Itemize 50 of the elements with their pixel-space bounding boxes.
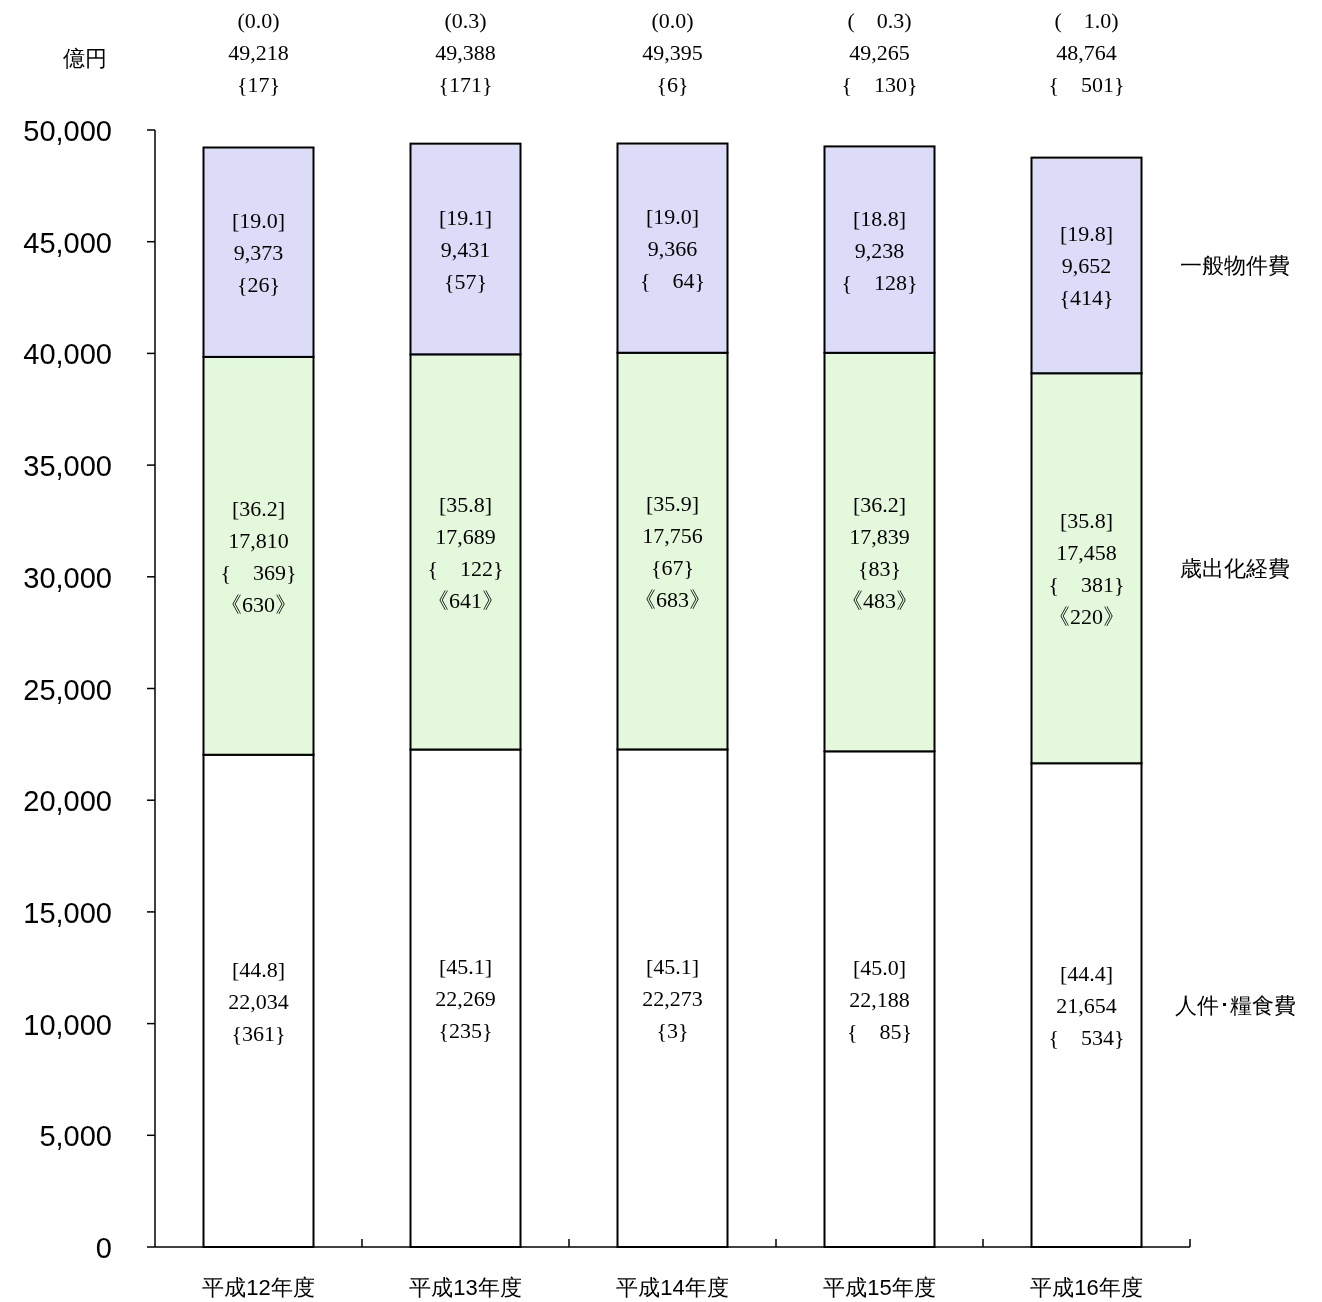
x-tick-label: 平成14年度 [616, 1275, 729, 1300]
x-tick-label: 平成15年度 [823, 1275, 936, 1300]
bar [823, 145, 936, 354]
y-tick-label: 0 [95, 1232, 112, 1264]
total-label: ( 1.0) 48,764 { 501} [1048, 8, 1125, 97]
x-tick-label: 平成16年度 [1030, 1275, 1143, 1300]
bar [616, 351, 729, 751]
y-tick-label: 35,000 [23, 450, 112, 483]
data-label: [45.0] 22,188 { 85} [846, 955, 913, 1045]
series-label: 歳出化経費 [1180, 556, 1290, 582]
y-tick-label: 40,000 [23, 338, 112, 371]
bar [202, 355, 315, 756]
data-label: [35.8] 17,689 { 122} 《641》 [427, 491, 504, 613]
bar [1030, 156, 1143, 375]
data-label: [19.0] 9,366 { 64} [639, 204, 706, 294]
data-label: [36.2] 17,810 { 369} 《630》 [220, 495, 297, 617]
total-label: (0.0) 49,395 {6} [642, 8, 703, 97]
data-label: [45.1] 22,269 {235} [435, 954, 496, 1044]
x-tick-label: 平成13年度 [409, 1275, 522, 1300]
bar [409, 142, 522, 356]
data-label: [36.2] 17,839 {83} 《483》 [841, 492, 918, 614]
y-tick-label: 15,000 [23, 896, 112, 929]
y-tick-label: 45,000 [23, 226, 112, 259]
data-label: [44.8] 22,034 {361} [228, 956, 289, 1046]
data-label: [19.0] 9,373 {26} [231, 208, 286, 298]
data-label: [35.8] 17,458 { 381} 《220》 [1048, 508, 1125, 630]
y-tick-label: 30,000 [23, 561, 112, 594]
y-tick-label: 25,000 [23, 673, 112, 706]
total-label: (0.0) 49,218 {17} [228, 8, 289, 97]
data-label: [45.1] 22,273 {3} [642, 954, 703, 1044]
data-label: [18.8] 9,238 { 128} [841, 205, 918, 295]
data-label: [19.1] 9,431 {57} [438, 204, 493, 294]
series-label: 人件･糧食費 [1174, 993, 1296, 1019]
bar [1030, 372, 1143, 765]
bar [409, 353, 522, 751]
y-tick-label: 20,000 [23, 785, 112, 818]
series-label: 一般物件費 [1180, 253, 1290, 279]
data-label: [35.9] 17,756 {67} 《683》 [634, 491, 711, 613]
bar [616, 142, 729, 354]
y-axis-title: 億円 [63, 46, 107, 71]
y-tick-label: 5,000 [39, 1120, 112, 1153]
bar [823, 351, 936, 753]
total-label: ( 0.3) 49,265 { 130} [841, 8, 918, 97]
data-label: [19.8] 9,652 {414} [1059, 221, 1114, 311]
data-label: [44.4] 21,654 { 534} [1048, 961, 1125, 1051]
y-tick-label: 50,000 [23, 115, 112, 147]
y-tick-label: 10,000 [23, 1008, 112, 1041]
total-label: (0.3) 49,388 {171} [435, 8, 496, 97]
bar [202, 146, 315, 358]
x-tick-label: 平成12年度 [202, 1275, 315, 1300]
